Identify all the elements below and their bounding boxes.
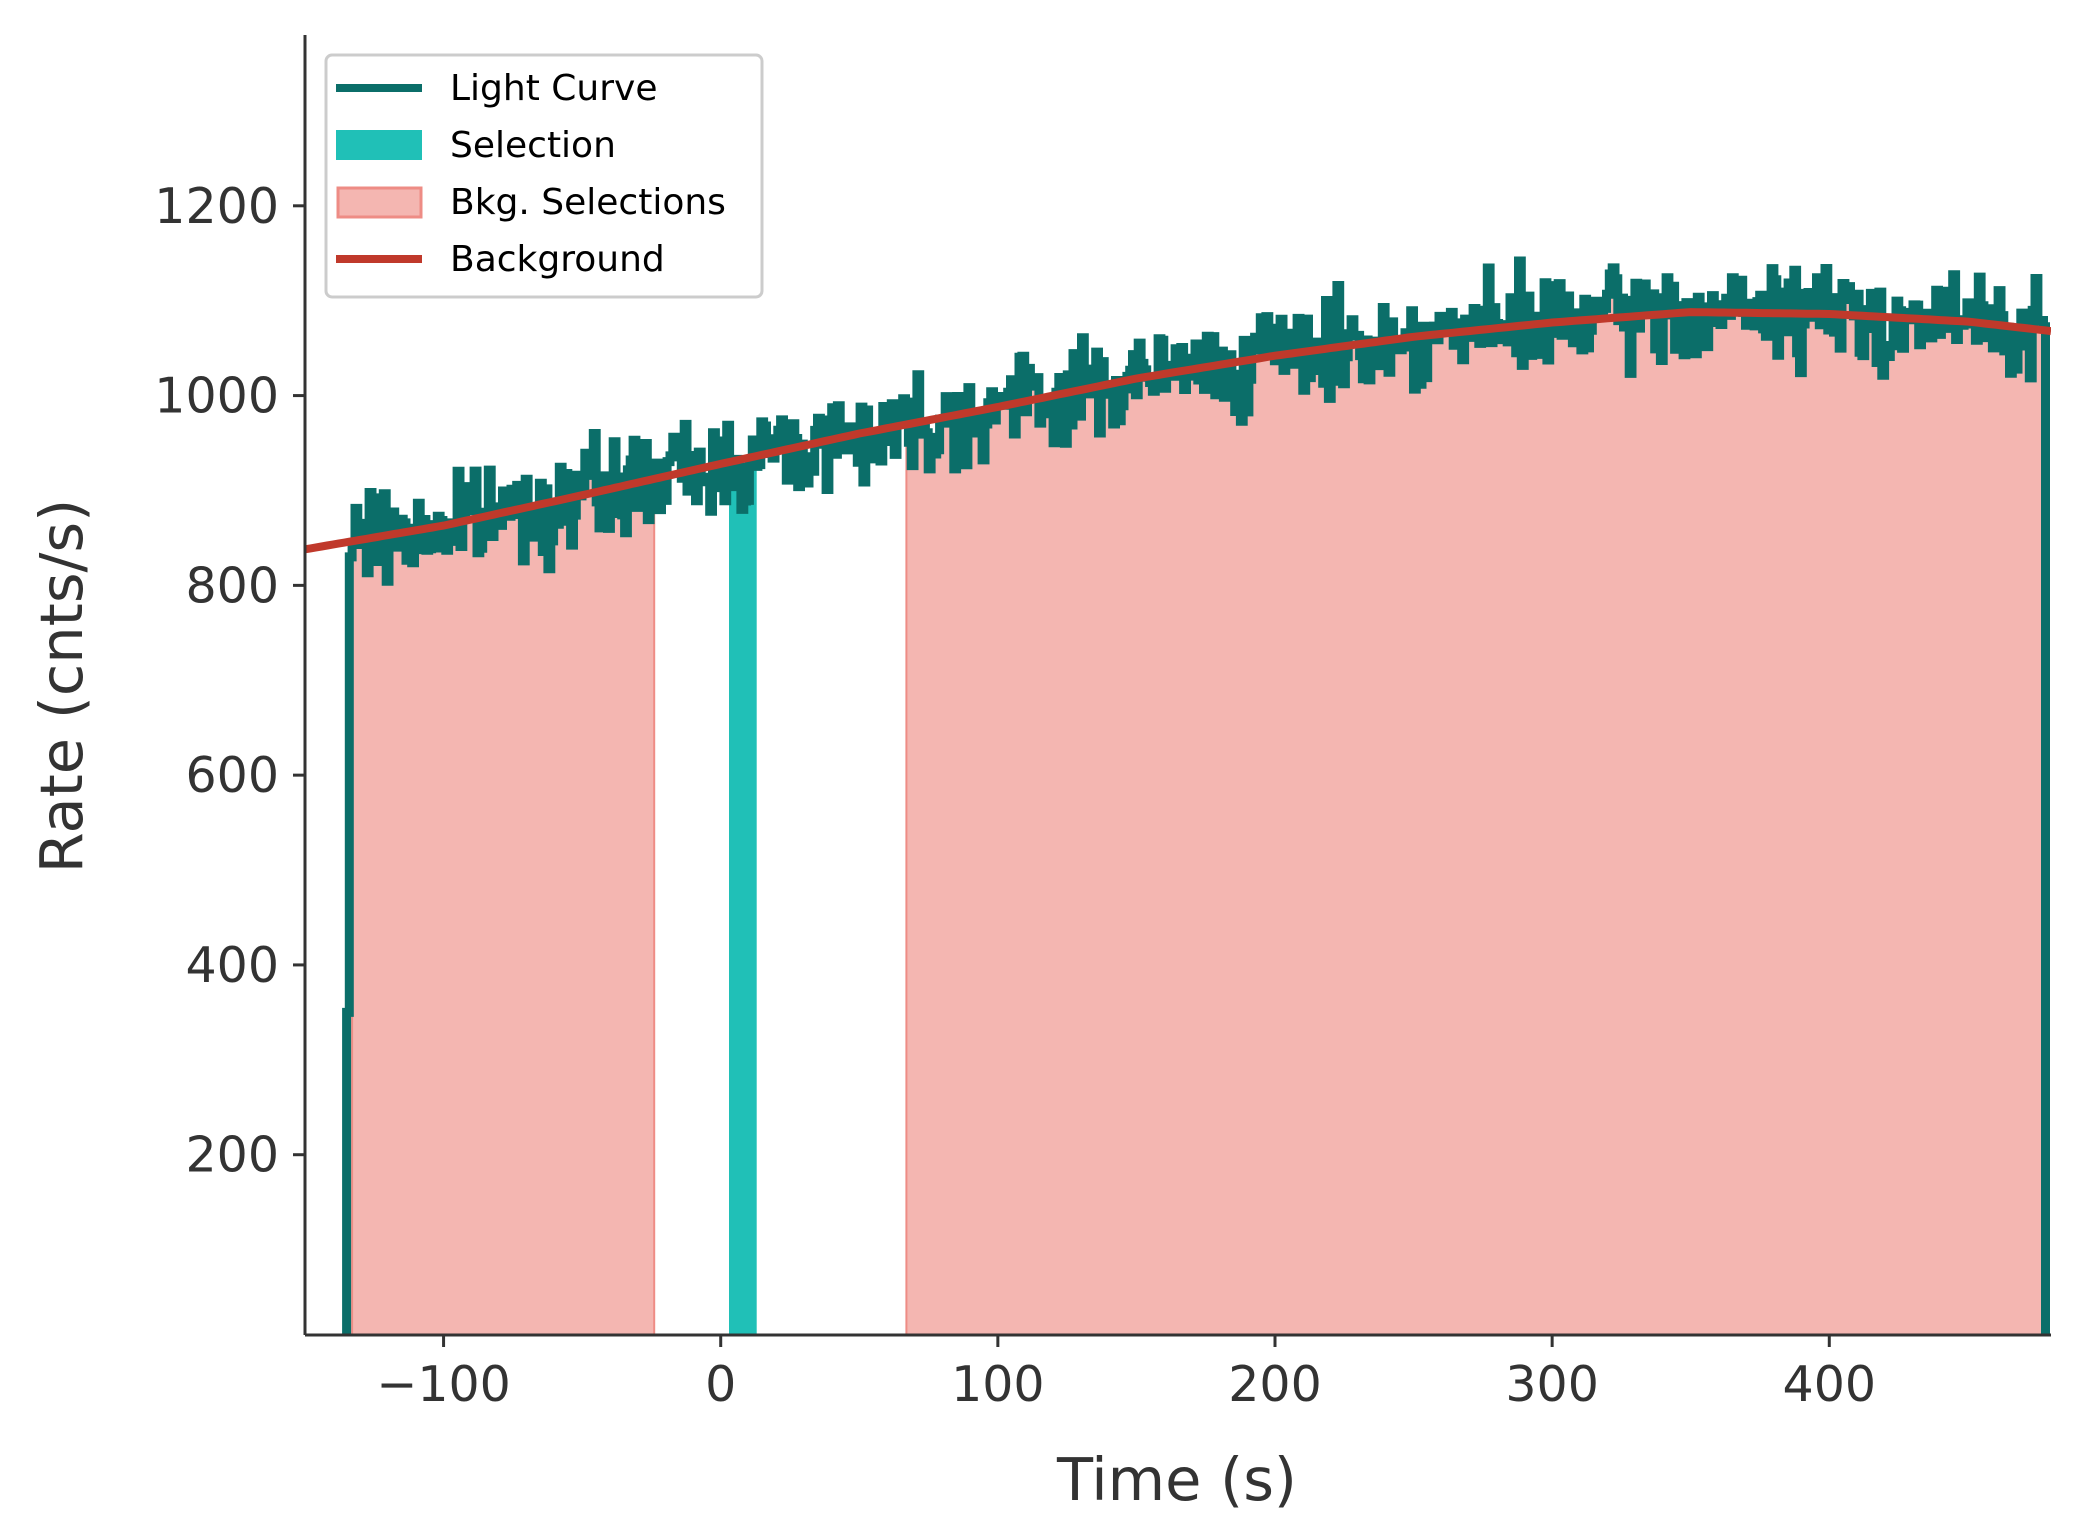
x-tick-label: 100 [951, 1356, 1045, 1413]
legend-frame [324, 53, 764, 299]
y-tick-label: 800 [185, 557, 279, 614]
y-tick-label: 200 [185, 1127, 279, 1184]
selection-layer [729, 468, 757, 1335]
x-tick-label: 200 [1228, 1356, 1322, 1413]
bkg-selection-region-0 [351, 432, 656, 1335]
background-layer [305, 308, 2051, 554]
legend-swatch-selection [336, 130, 422, 160]
light-curve-line [342, 256, 2050, 1335]
x-tick-label: 300 [1505, 1356, 1599, 1413]
axes [303, 35, 2051, 1337]
y-tick-label: 400 [185, 937, 279, 994]
legend-swatch-bkg-selections [336, 186, 423, 219]
selection-region [729, 468, 757, 1335]
y-tick-label: 1000 [154, 368, 279, 425]
legend-label-light-curve: Light Curve [450, 68, 658, 109]
y-tick-label: 600 [185, 747, 279, 804]
legend-label-background: Background [450, 239, 665, 280]
x-tick-label: 400 [1783, 1356, 1877, 1413]
light-curve-layer [342, 256, 2050, 1335]
legend-label-bkg-selections: Bkg. Selections [450, 182, 726, 223]
y-axis-label: Rate (cnts/s) [27, 499, 96, 873]
x-tick-label: −100 [376, 1356, 511, 1413]
x-tick-label: 0 [705, 1356, 736, 1413]
legend: Light Curve Selection Bkg. Selections Ba… [324, 53, 764, 299]
x-axis-label: Time (s) [1056, 1445, 1297, 1514]
background-curve [305, 308, 2051, 554]
plot-area [305, 256, 2051, 1335]
ticks: −100 0 100 200 300 400 200 400 600 800 1000 1200 [154, 178, 1876, 1413]
y-tick-label: 1200 [154, 178, 279, 235]
legend-label-selection: Selection [450, 125, 616, 166]
bkg-selections-layer [351, 260, 2047, 1335]
